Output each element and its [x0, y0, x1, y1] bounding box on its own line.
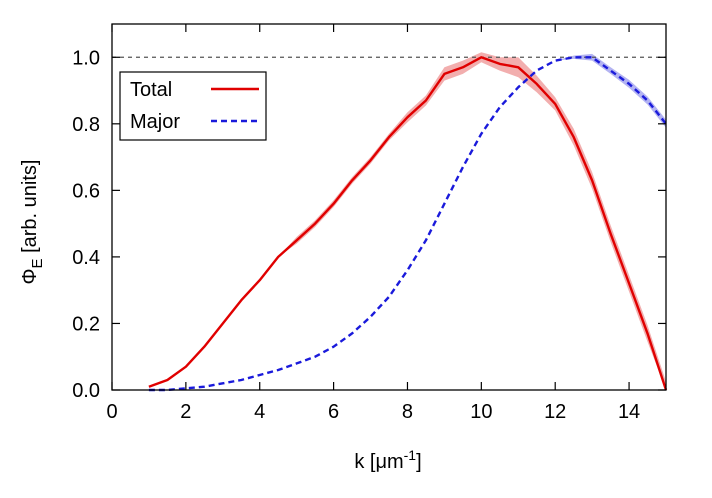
x-tick-label: 10	[470, 401, 492, 423]
x-tick-label: 14	[618, 401, 640, 423]
legend-label-total: Total	[130, 79, 172, 101]
series-lines	[148, 56, 668, 392]
x-tick-label: 8	[402, 401, 413, 423]
series-line-total	[148, 56, 668, 391]
y-axis-ticks: 0.0 0.2 0.4 0.6 0.8 1.0	[72, 47, 666, 402]
x-tick-label: 0	[106, 401, 117, 423]
x-axis-title: k [μm-1]	[354, 447, 421, 473]
legend-label-major: Major	[130, 111, 180, 133]
y-tick-label: 0.4	[72, 247, 100, 269]
x-tick-label: 2	[180, 401, 191, 423]
y-tick-label: 1.0	[72, 47, 100, 69]
plot-frame	[111, 23, 667, 391]
x-axis-ticks: 0 2 4 6 8 10 12 14	[106, 24, 640, 423]
y-tick-label: 0.0	[72, 380, 100, 402]
y-axis-title-group: ΦE [arb. units]	[19, 160, 46, 285]
x-tick-label: 12	[544, 401, 566, 423]
y-tick-label: 0.8	[72, 114, 100, 136]
x-tick-label: 6	[328, 401, 339, 423]
series-line-major	[148, 56, 667, 392]
legend-box	[119, 71, 267, 141]
error-bands	[148, 52, 666, 391]
band-total	[148, 52, 666, 391]
y-tick-label: 0.6	[72, 180, 100, 202]
legend: Total Major	[119, 71, 267, 141]
x-tick-label: 4	[254, 401, 265, 423]
y-axis-title: ΦE [arb. units]	[19, 160, 46, 285]
y-tick-label: 0.2	[72, 313, 100, 335]
